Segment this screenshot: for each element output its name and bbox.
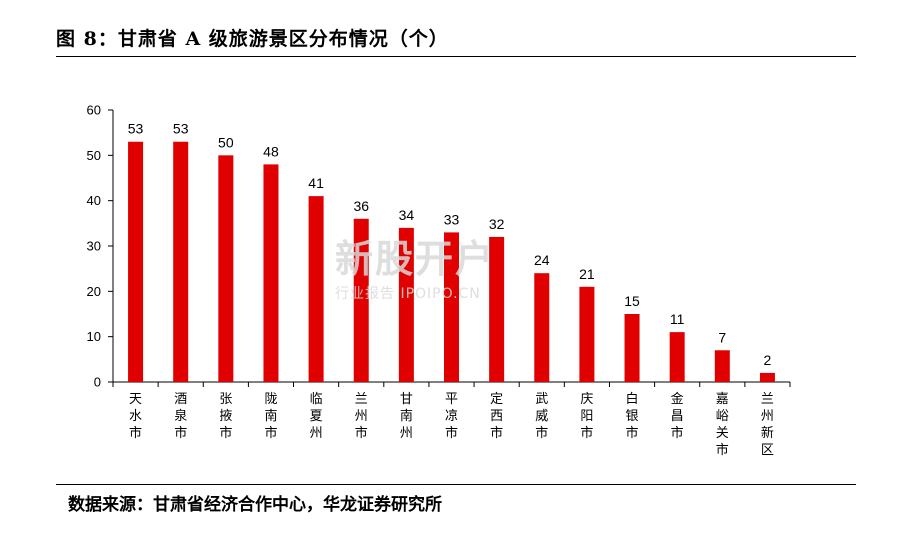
x-category-label: 甘南州 [400, 392, 413, 441]
x-category-label: 兰州新区 [761, 392, 774, 458]
source-note: 数据来源：甘肃省经济合作中心，华龙证券研究所 [68, 495, 442, 515]
bar-value-label: 2 [764, 352, 772, 368]
bar-value-label: 41 [308, 175, 324, 191]
bar-value-label: 7 [718, 329, 726, 345]
y-tick-label: 40 [87, 193, 101, 208]
bar [128, 141, 144, 382]
bar [353, 218, 369, 382]
y-tick-label: 0 [94, 375, 101, 390]
source-rule [56, 484, 856, 485]
x-category-label: 天水市 [129, 392, 142, 441]
bar-value-label: 53 [173, 121, 189, 137]
bar-value-label: 34 [399, 207, 415, 223]
x-category-label: 兰州市 [355, 392, 368, 441]
figure-title: 图 8：甘肃省 A 级旅游景区分布情况（个） [56, 28, 449, 50]
bar [489, 236, 505, 382]
y-tick-label: 50 [87, 148, 101, 163]
bar [308, 196, 324, 382]
bar [444, 232, 459, 382]
bar-value-label: 11 [670, 311, 685, 327]
title-rule [56, 56, 856, 57]
x-category-label: 金昌市 [671, 391, 684, 441]
bar [624, 314, 640, 382]
bar-value-label: 32 [489, 216, 505, 232]
x-category-label: 嘉峪关市 [716, 392, 729, 458]
y-tick-label: 20 [87, 284, 101, 299]
bar-chart: 0 10 20 30 40 50 60 53 天水市 53 酒泉市 50 张掖市 48 陇南市 41 临夏州 36… [87, 103, 791, 458]
bar-value-label: 48 [263, 143, 279, 159]
bar [218, 155, 234, 382]
bar-value-label: 21 [579, 266, 595, 282]
bar-value-label: 24 [534, 252, 550, 268]
bar [534, 273, 550, 382]
bar [263, 164, 279, 382]
bar [579, 286, 595, 382]
bar-value-label: 15 [624, 293, 640, 309]
y-tick-label: 10 [87, 329, 101, 344]
x-category-label: 临夏州 [310, 392, 323, 441]
y-tick-label: 60 [87, 103, 101, 118]
bar [398, 227, 414, 382]
x-category-label: 平凉市 [445, 392, 458, 441]
x-category-label: 张掖市 [219, 392, 232, 441]
y-tick-label: 30 [87, 239, 101, 254]
bar-value-label: 50 [218, 134, 234, 150]
bar [173, 141, 189, 382]
x-category-label: 酒泉市 [174, 392, 187, 441]
x-category-label: 定西市 [490, 392, 503, 441]
bar-value-label: 53 [128, 121, 144, 137]
x-category-label: 武威市 [535, 392, 548, 441]
bar [759, 372, 775, 382]
bar-value-label: 36 [353, 198, 369, 214]
bar [669, 332, 685, 382]
x-category-label: 庆阳市 [580, 392, 593, 441]
bar [714, 350, 730, 382]
x-category-label: 白银市 [626, 391, 639, 441]
bar-value-label: 33 [444, 211, 460, 227]
x-category-label: 陇南市 [264, 392, 277, 441]
